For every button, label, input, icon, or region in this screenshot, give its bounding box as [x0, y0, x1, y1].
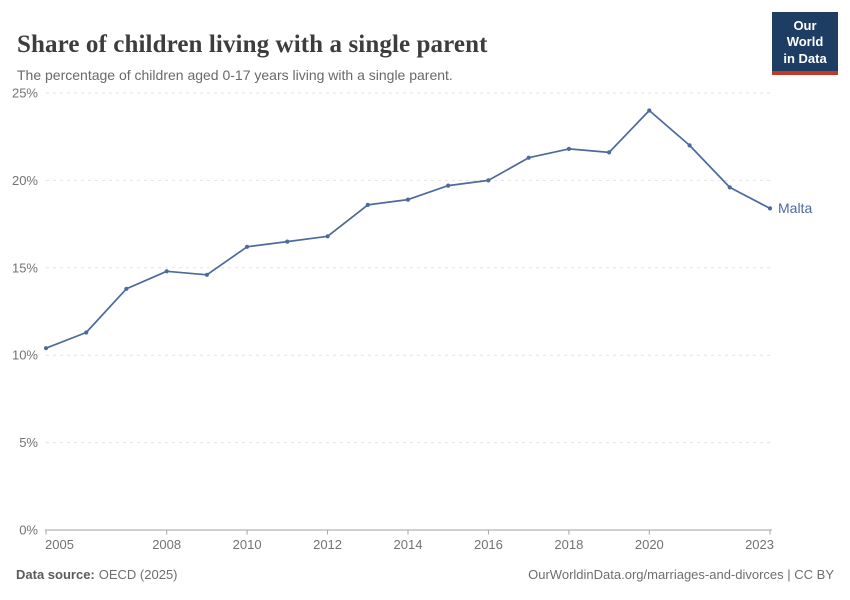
data-point[interactable] — [365, 202, 370, 207]
x-tick-label: 2020 — [635, 537, 664, 552]
data-point[interactable] — [767, 206, 773, 211]
x-tick-label: 2010 — [233, 537, 262, 552]
y-tick-label: 25% — [12, 86, 38, 101]
y-tick-label: 5% — [19, 435, 38, 450]
data-point[interactable] — [245, 244, 250, 249]
y-tick-label: 15% — [12, 260, 38, 275]
chart-footer: Data source: OECD (2025) OurWorldinData.o… — [16, 567, 834, 582]
data-point[interactable] — [84, 330, 89, 335]
data-point[interactable] — [647, 108, 652, 113]
data-point[interactable] — [526, 155, 531, 160]
x-tick-label: 2012 — [313, 537, 342, 552]
x-tick-label: 2018 — [554, 537, 583, 552]
data-point[interactable] — [285, 239, 290, 244]
y-tick-label: 0% — [19, 523, 38, 538]
data-point[interactable] — [727, 185, 732, 190]
data-point[interactable] — [687, 143, 692, 148]
data-source: Data source: OECD (2025) — [16, 567, 178, 582]
data-point[interactable] — [486, 178, 491, 183]
data-point[interactable] — [164, 269, 169, 274]
x-tick-label: 2014 — [394, 537, 423, 552]
owid-logo-line1: Our World — [786, 18, 824, 50]
x-tick-label: 2005 — [45, 537, 74, 552]
x-tick-label: 2016 — [474, 537, 503, 552]
data-point[interactable] — [204, 272, 209, 277]
x-tick-label: 2023 — [745, 537, 774, 552]
chart-subtitle: The percentage of children aged 0-17 yea… — [17, 67, 453, 83]
data-point[interactable] — [124, 286, 129, 291]
data-point[interactable] — [607, 150, 612, 155]
owid-logo-line2: in Data — [783, 50, 827, 66]
data-source-label: Data source: — [16, 567, 95, 582]
credit-link[interactable]: OurWorldinData.org/marriages-and-divorce… — [528, 567, 834, 582]
series-label: Malta — [778, 200, 812, 216]
owid-logo: Our World in Data — [772, 12, 838, 75]
data-point[interactable] — [43, 346, 49, 351]
data-source-value: OECD (2025) — [98, 567, 178, 582]
y-tick-label: 10% — [12, 348, 38, 363]
data-point[interactable] — [405, 197, 411, 202]
data-point[interactable] — [446, 183, 451, 188]
data-point[interactable] — [325, 234, 330, 239]
data-point[interactable] — [566, 146, 572, 151]
data-line[interactable] — [45, 109, 771, 350]
chart-title: Share of children living with a single p… — [17, 30, 488, 58]
y-tick-label: 20% — [12, 173, 38, 188]
x-tick-label: 2008 — [152, 537, 181, 552]
